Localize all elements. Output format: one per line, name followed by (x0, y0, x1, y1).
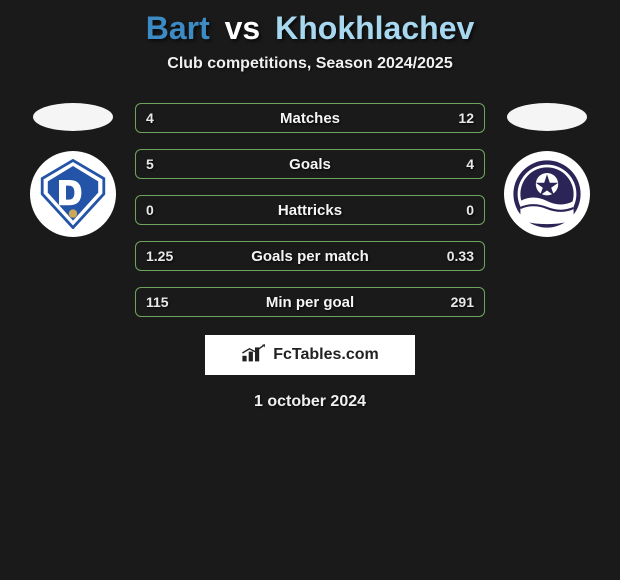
stat-row: 4 Matches 12 (135, 103, 485, 133)
stat-row: 1.25 Goals per match 0.33 (135, 241, 485, 271)
stat-row: 0 Hattricks 0 (135, 195, 485, 225)
stat-label: Min per goal (146, 294, 474, 311)
dynamo-crest-icon (38, 159, 108, 229)
stat-label: Matches (146, 110, 474, 127)
stat-label: Goals per match (146, 248, 474, 265)
stat-label: Hattricks (146, 202, 474, 219)
stat-label: Goals (146, 156, 474, 173)
page-title: Bart vs Khokhlachev (0, 10, 620, 47)
player2-name: Khokhlachev (275, 10, 474, 46)
player1-crest (30, 151, 116, 237)
player2-crest (504, 151, 590, 237)
player1-name: Bart (146, 10, 210, 46)
subtitle: Club competitions, Season 2024/2025 (0, 55, 620, 73)
stat-right-value: 291 (451, 294, 474, 310)
stat-row: 115 Min per goal 291 (135, 287, 485, 317)
comparison-card: Bart vs Khokhlachev Club competitions, S… (0, 0, 620, 421)
stat-right-value: 0 (466, 202, 474, 218)
stat-left-value: 4 (146, 110, 154, 126)
stat-right-value: 4 (466, 156, 474, 172)
brand-label: FcTables.com (273, 346, 379, 364)
vs-separator: vs (225, 10, 261, 46)
baltika-crest-icon (512, 159, 582, 229)
brand-badge[interactable]: FcTables.com (205, 335, 415, 375)
left-side (23, 103, 123, 237)
date-text: 1 october 2024 (0, 393, 620, 411)
stat-left-value: 1.25 (146, 248, 173, 264)
stat-row: 5 Goals 4 (135, 149, 485, 179)
brand-chart-icon (241, 343, 269, 368)
stat-left-value: 5 (146, 156, 154, 172)
stats-column: 4 Matches 12 5 Goals 4 0 Hattricks 0 1.2… (135, 103, 485, 317)
stat-left-value: 0 (146, 202, 154, 218)
stat-left-value: 115 (146, 294, 169, 310)
comparison-row: 4 Matches 12 5 Goals 4 0 Hattricks 0 1.2… (0, 103, 620, 317)
player2-avatar (507, 103, 587, 131)
stat-right-value: 12 (458, 110, 474, 126)
right-side (497, 103, 597, 237)
stat-right-value: 0.33 (447, 248, 474, 264)
player1-avatar (33, 103, 113, 131)
